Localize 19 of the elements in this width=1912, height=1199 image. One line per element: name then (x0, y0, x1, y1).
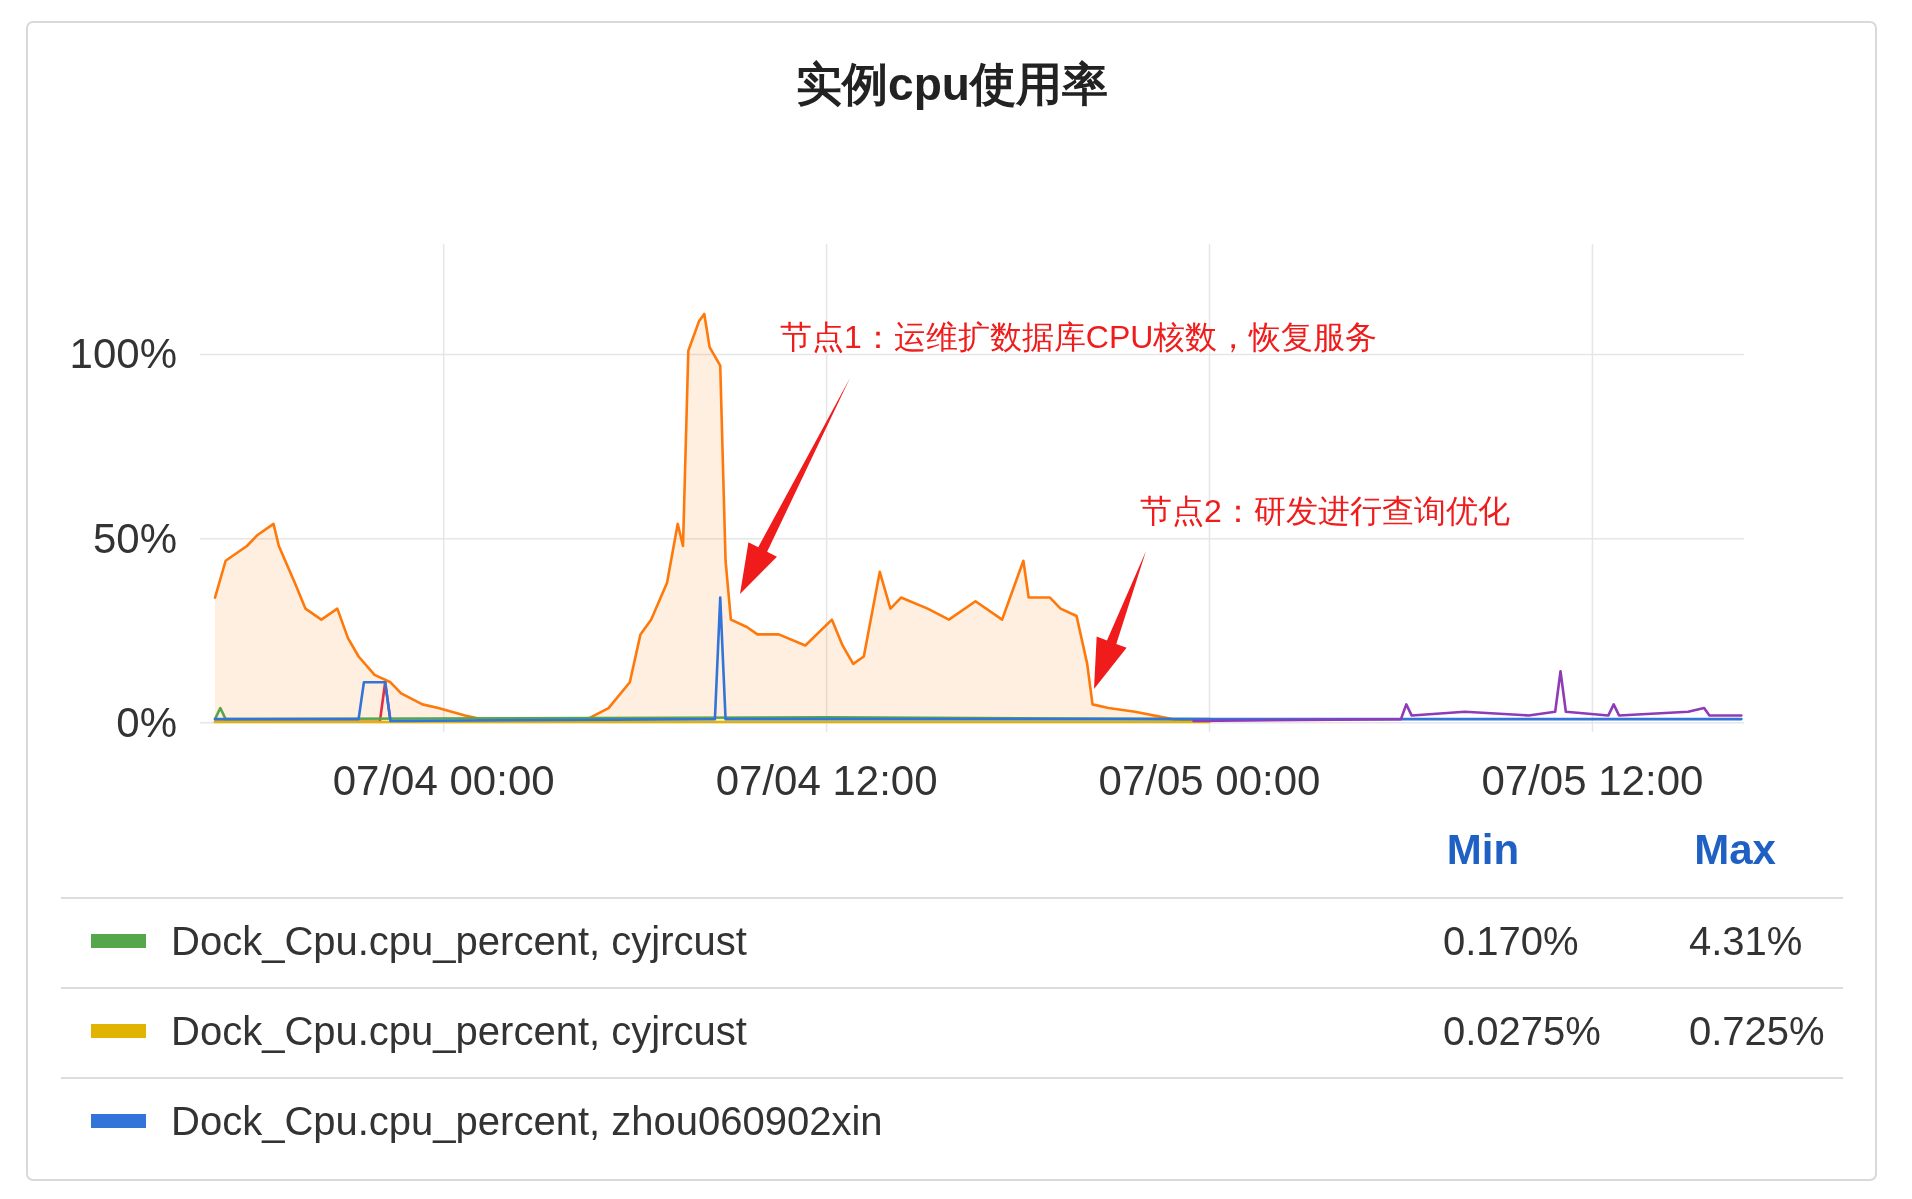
legend-label: Dock_Cpu.cpu_percent, zhou060902xin (171, 1099, 883, 1143)
text: 0.170% (1443, 919, 1579, 963)
text: 4.31% (1689, 919, 1803, 963)
y-tick-label: 50% (92, 514, 177, 562)
x-tick-label: 07/05 12:00 (1481, 757, 1704, 804)
text: Max (1694, 826, 1777, 873)
x-tick-label: 07/04 00:00 (332, 757, 555, 804)
annotation: 节点2：研发进行查询优化 (1140, 493, 1510, 529)
y-tick-label: 0% (116, 698, 177, 746)
x-tick-label: 07/05 00:00 (1098, 757, 1321, 804)
y-tick-label: 100% (69, 330, 177, 378)
text: 0.0275% (1443, 1009, 1601, 1053)
text: Min (1446, 826, 1520, 873)
x-tick-label: 07/04 12:00 (715, 757, 938, 804)
legend-label: Dock_Cpu.cpu_percent, cyjrcust (171, 919, 747, 963)
legend-label: Dock_Cpu.cpu_percent, cyjrcust (171, 1009, 747, 1053)
chart-title: 实例cpu使用率 (796, 58, 1108, 110)
text: 0.725% (1689, 1009, 1825, 1053)
annotation: 节点1：运维扩数据库CPU核数，恢复服务 (780, 319, 1378, 355)
